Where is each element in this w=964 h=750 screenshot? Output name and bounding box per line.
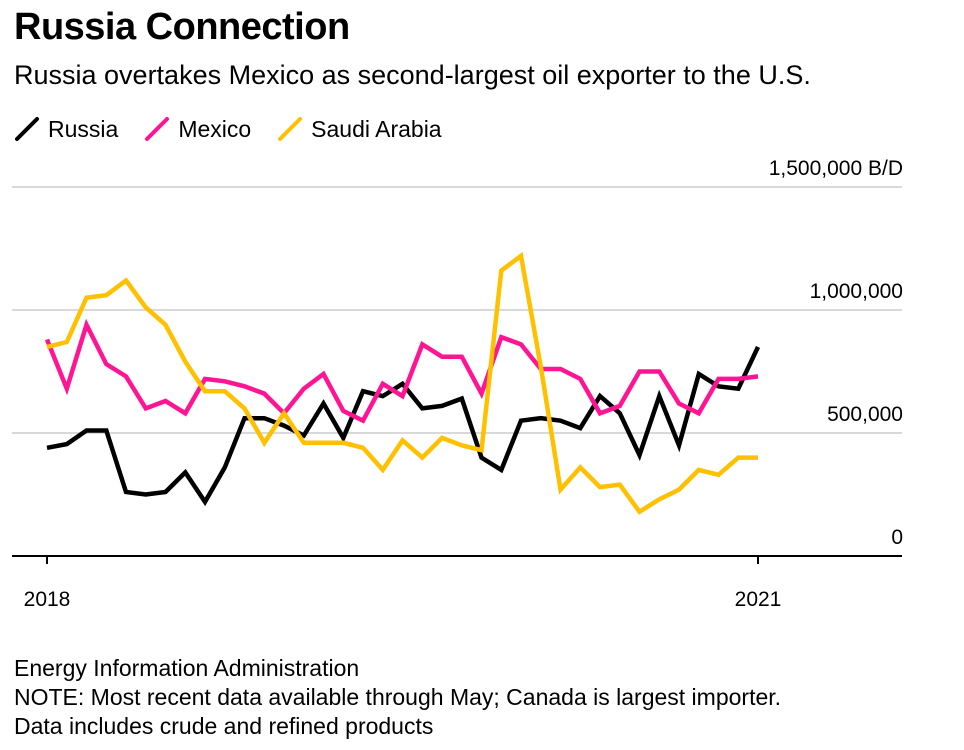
legend-swatch-saudi-arabia bbox=[278, 117, 303, 141]
legend-label-russia: Russia bbox=[48, 115, 119, 142]
note-text-2: Data includes crude and refined products bbox=[14, 713, 434, 739]
tick-label-layer: 0 500,000 1,000,000 1,500,000 B/D bbox=[769, 157, 903, 549]
series-line-saudi-arabia bbox=[46, 251, 758, 515]
line-chart: 2018 2021 0 500,000 1,000,000 1,500,000 B/D bbox=[12, 157, 903, 611]
x-tick-label-2021: 2021 bbox=[735, 588, 782, 611]
x-axis: 2018 2021 bbox=[12, 555, 902, 611]
y-tick-label-0: 0 bbox=[891, 526, 903, 549]
chart-title: Russia Connection bbox=[14, 6, 350, 48]
legend-item-russia: Russia bbox=[14, 116, 118, 143]
legend: Russia Mexico Saudi Arabia bbox=[14, 113, 468, 145]
legend-swatch-mexico bbox=[145, 117, 170, 141]
grid-layer bbox=[12, 186, 902, 434]
legend-swatch-russia bbox=[15, 117, 39, 141]
y-tick-label-3: 1,500,000 B/D bbox=[769, 157, 903, 180]
y-tick-label-1: 500,000 bbox=[827, 403, 903, 426]
note-text: NOTE: Most recent data available through… bbox=[14, 684, 782, 710]
footer: Energy Information Administration NOTE: … bbox=[14, 654, 781, 741]
legend-label-mexico: Mexico bbox=[178, 115, 252, 142]
series-line-russia bbox=[46, 345, 761, 507]
source-text: Energy Information Administration bbox=[14, 655, 360, 681]
y-tick-label-2: 1,000,000 bbox=[810, 280, 903, 303]
series-layer bbox=[44, 251, 761, 515]
legend-item-saudi-arabia: Saudi Arabia bbox=[277, 115, 442, 143]
chart-subtitle: Russia overtakes Mexico as second-larges… bbox=[14, 60, 811, 90]
legend-item-mexico: Mexico bbox=[144, 116, 251, 143]
x-tick-label-2018: 2018 bbox=[24, 588, 71, 611]
series-line-mexico bbox=[44, 318, 759, 424]
legend-label-saudi-arabia: Saudi Arabia bbox=[311, 115, 442, 142]
